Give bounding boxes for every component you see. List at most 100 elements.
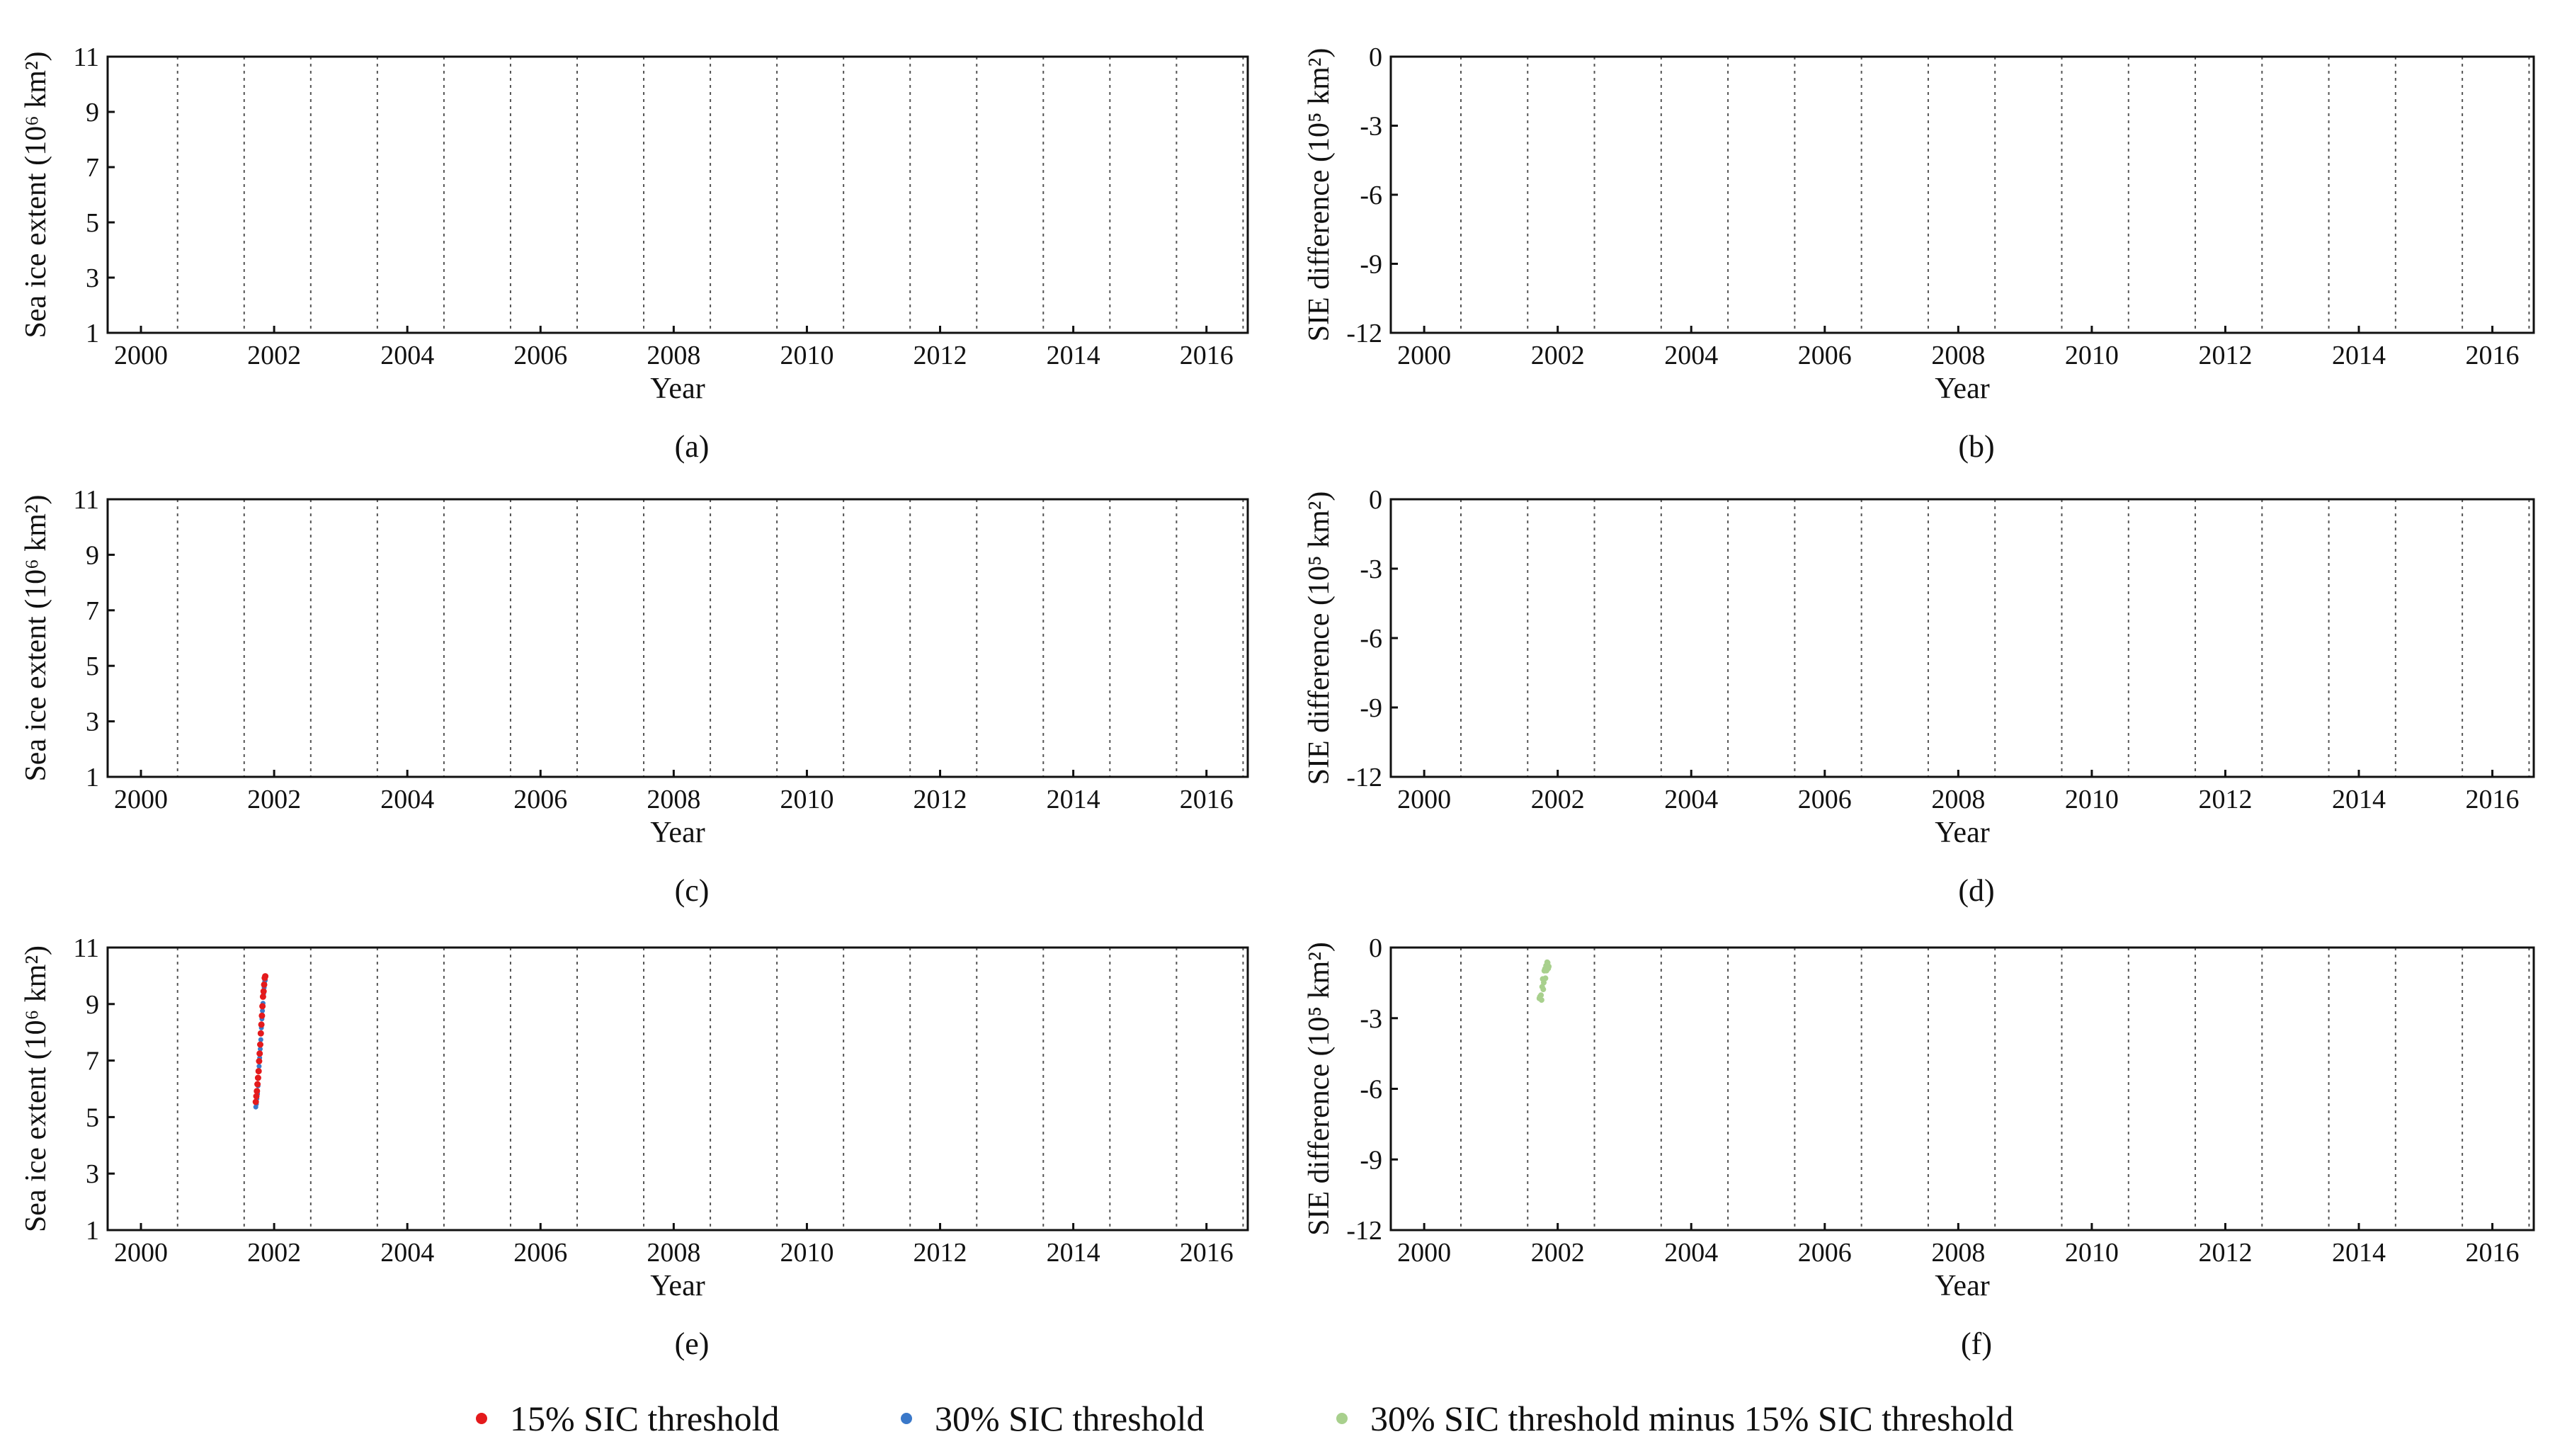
x-tick-label: 2012 [2198, 1238, 2252, 1268]
y-tick-label: -9 [1360, 1145, 1382, 1175]
x-tick-label: 2000 [114, 1238, 168, 1268]
y-tick-label: -3 [1360, 112, 1382, 142]
y-axis-title: SIE difference (10⁵ km²) [1303, 48, 1336, 342]
y-tick-label: 11 [73, 933, 99, 963]
axes-frame [106, 498, 1249, 778]
x-tick-label: 2014 [2332, 341, 2386, 370]
x-tick-label: 2016 [2466, 341, 2520, 370]
y-tick-label: 3 [86, 1159, 99, 1189]
series-points [252, 973, 269, 1105]
data-points [1536, 959, 1552, 1003]
x-axis-title: Year [650, 372, 705, 405]
y-tick-label: 0 [1369, 42, 1382, 72]
y-tick-label: -3 [1360, 554, 1382, 584]
axes-frame [1389, 55, 2535, 334]
y-tick-label: -6 [1360, 1075, 1382, 1105]
legend-marker [476, 1413, 487, 1424]
x-tick-label: 2014 [2332, 785, 2386, 814]
x-axis-title: Year [1935, 1270, 1989, 1302]
x-tick-label: 2012 [2198, 341, 2252, 370]
x-axis-title: Year [650, 1270, 705, 1302]
y-tick-label: 3 [86, 707, 99, 737]
x-axis-title: Year [650, 817, 705, 849]
y-tick-label: 9 [86, 990, 99, 1020]
x-tick-label: 2000 [1397, 341, 1451, 370]
axes-frame [1389, 946, 2535, 1232]
x-tick-label: 2004 [1664, 1238, 1718, 1268]
x-tick-label: 2008 [1931, 341, 1985, 370]
y-tick-label: 7 [86, 153, 99, 183]
y-ticks: 0 -3 -6 -9 -12 [1346, 485, 1398, 792]
x-tick-label: 2016 [1180, 1238, 1234, 1268]
y-ticks: 1 3 5 7 9 11 [73, 933, 115, 1246]
x-tick-label: 2002 [247, 1238, 301, 1268]
y-tick-label: 7 [86, 596, 99, 626]
y-tick-label: 1 [86, 319, 99, 348]
y-tick-label: 3 [86, 263, 99, 293]
x-tick-label: 2008 [1931, 1238, 1985, 1268]
x-tick-label: 2006 [513, 785, 567, 814]
x-tick-label: 2004 [380, 785, 434, 814]
x-tick-label: 2002 [1531, 1238, 1585, 1268]
y-tick-label: -6 [1360, 181, 1382, 210]
x-tick-label: 2010 [2065, 341, 2119, 370]
y-tick-label: 0 [1369, 485, 1382, 515]
x-tick-label: 2004 [380, 1238, 434, 1268]
x-tick-label: 2014 [1047, 1238, 1100, 1268]
year-gridlines [176, 499, 1244, 777]
y-tick-label: 7 [86, 1047, 99, 1076]
y-tick-label: -12 [1346, 319, 1382, 348]
x-tick-label: 2010 [780, 785, 833, 814]
y-tick-label: -12 [1346, 763, 1382, 792]
series-sic15 [252, 973, 269, 1105]
x-tick-label: 2010 [780, 1238, 833, 1268]
y-tick-label: -3 [1360, 1004, 1382, 1034]
y-tick-label: 5 [86, 208, 99, 238]
x-tick-label: 2016 [2466, 1238, 2520, 1268]
x-tick-label: 2002 [1531, 785, 1585, 814]
legend-marker [901, 1413, 912, 1424]
x-tick-label: 2006 [1798, 1238, 1852, 1268]
y-ticks: 1 3 5 7 9 11 [73, 485, 115, 792]
x-tick-label: 2008 [647, 785, 700, 814]
series-points [1536, 959, 1552, 1003]
y-tick-label: 5 [86, 652, 99, 681]
panel-label: (a) [675, 429, 710, 464]
legend-label: 30% SIC threshold [935, 1399, 1205, 1438]
x-tick-label: 2008 [1931, 785, 1985, 814]
x-tick-label: 2004 [1664, 785, 1718, 814]
x-tick-label: 2012 [914, 341, 967, 370]
data-points [252, 973, 269, 1110]
axes-frame [106, 946, 1249, 1232]
y-axis-title: Sea ice extent (10⁶ km²) [20, 945, 52, 1232]
y-tick-label: 0 [1369, 933, 1382, 963]
x-tick-label: 2012 [914, 785, 967, 814]
y-tick-label: -9 [1360, 693, 1382, 723]
x-tick-label: 2006 [1798, 341, 1852, 370]
y-tick-label: 9 [86, 98, 99, 127]
y-tick-label: -9 [1360, 250, 1382, 280]
year-gridlines [1459, 948, 2530, 1230]
x-tick-label: 2000 [114, 785, 168, 814]
x-tick-label: 2004 [380, 341, 434, 370]
y-tick-label: 11 [73, 485, 99, 515]
x-tick-label: 2008 [647, 1238, 700, 1268]
legend-label: 30% SIC threshold minus 15% SIC threshol… [1370, 1399, 2013, 1438]
y-tick-label: 1 [86, 1216, 99, 1246]
panel-label: (d) [1958, 873, 1994, 908]
y-ticks: 0 -3 -6 -9 -12 [1346, 42, 1398, 348]
y-tick-label: 5 [86, 1103, 99, 1132]
y-axis-title: Sea ice extent (10⁶ km²) [20, 51, 52, 338]
x-tick-label: 2014 [2332, 1238, 2386, 1268]
y-tick-label: -12 [1346, 1216, 1382, 1246]
panel-label: (e) [675, 1326, 710, 1361]
legend-label: 15% SIC threshold [510, 1399, 780, 1438]
legend-item: 30% SIC threshold [901, 1399, 1205, 1438]
x-ticks: 2000 2002 2004 2006 2008 2010 2012 2014 2016 [1397, 770, 2520, 814]
panel-label: (c) [675, 873, 710, 908]
x-tick-label: 2008 [647, 341, 700, 370]
